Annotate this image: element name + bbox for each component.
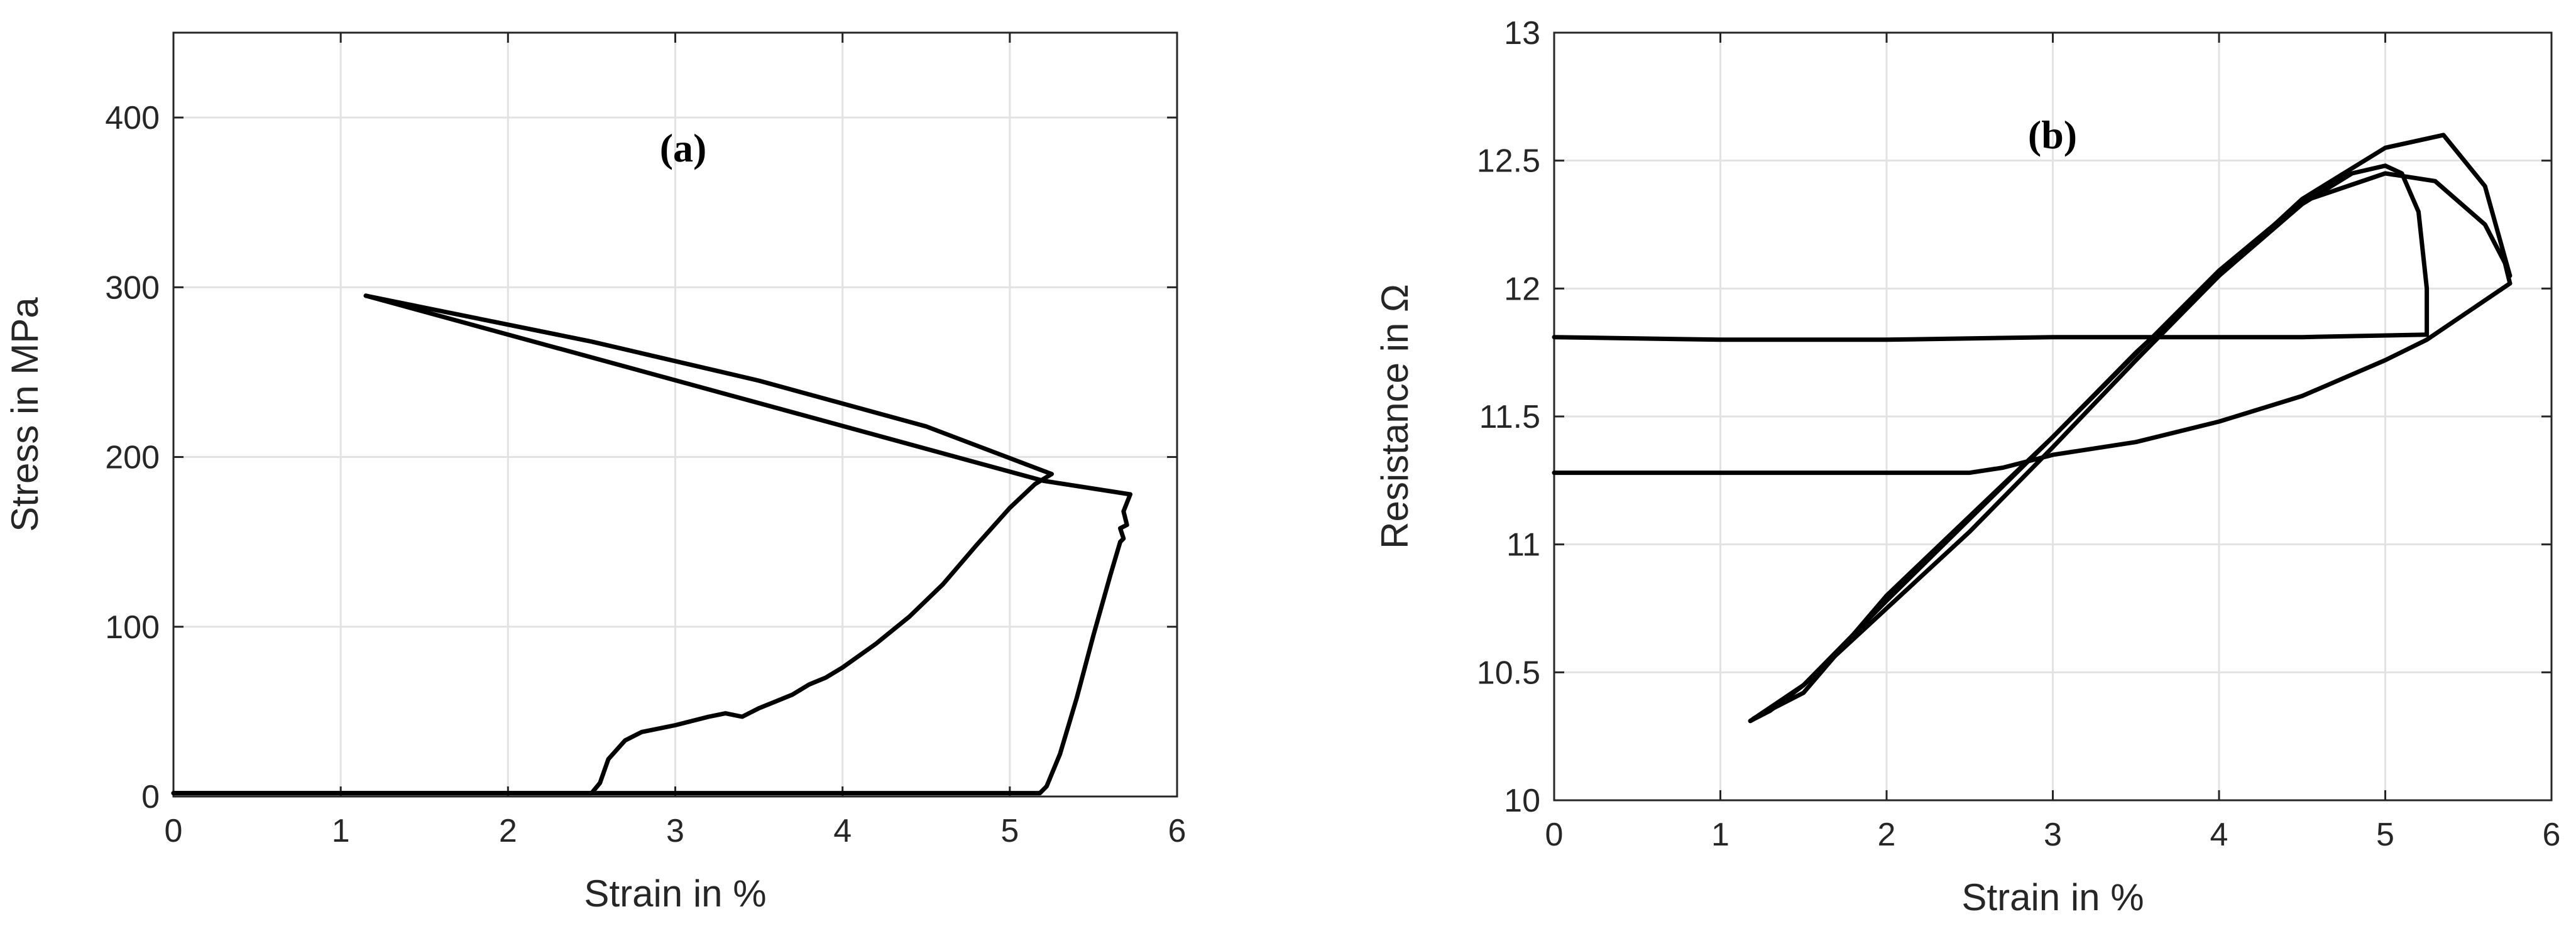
x-tick-label: 0 [1545,817,1564,853]
y-tick-label: 100 [105,609,160,646]
y-tick-label: 12 [1504,271,1540,307]
y-tick-label: 12.5 [1477,143,1540,180]
series-line-1 [363,293,1054,477]
x-tick-label: 2 [499,813,517,849]
y-tick-label: 300 [105,269,160,306]
series-line-3 [1552,332,2430,342]
y-tick-label: 10.5 [1477,655,1540,691]
chart-panel-a: 0 1 2 3 4 5 6 0 100 200 300 400 Strain in % Stress in… [4,31,1187,915]
x-tick-label: 4 [833,813,852,849]
series-line-1 [1748,133,2513,724]
y-tick-label: 200 [105,440,160,476]
y-axis-label: Stress in MPa [4,297,46,532]
series-line-3 [1118,492,1132,545]
x-axis-label: Strain in % [584,873,766,915]
panel-label: (a) [660,126,707,170]
series-line-0 [1552,281,2513,476]
y-tick-label: 10 [1504,783,1540,819]
x-tick-label: 5 [2376,817,2394,853]
x-tick-label: 6 [1168,813,1187,849]
x-tick-label: 3 [2044,817,2062,853]
series-line-2 [1748,163,2430,724]
series-line-2 [363,293,1132,497]
y-tick-label: 11.5 [1479,399,1540,435]
series-line-0 [171,472,1054,796]
x-tick-label: 2 [1878,817,1896,853]
y-tick-label: 400 [105,100,160,136]
y-tick-label: 0 [141,779,160,815]
x-tick-label: 1 [1711,817,1729,853]
x-tick-label: 4 [2210,817,2228,853]
y-axis-label: Resistance in Ω [1374,284,1416,549]
series-line-4 [171,540,1122,796]
x-tick-label: 3 [666,813,684,849]
x-tick-label: 0 [165,813,183,849]
y-tick-label: 11 [1506,527,1540,563]
y-tick-label: 13 [1504,15,1540,52]
x-tick-label: 1 [332,813,350,849]
x-tick-label: 5 [1000,813,1019,849]
x-tick-label: 6 [2543,817,2561,853]
panel-label: (b) [2028,112,2077,157]
x-axis-label: Strain in % [1961,876,2144,918]
series-line-4 [1751,171,2513,721]
